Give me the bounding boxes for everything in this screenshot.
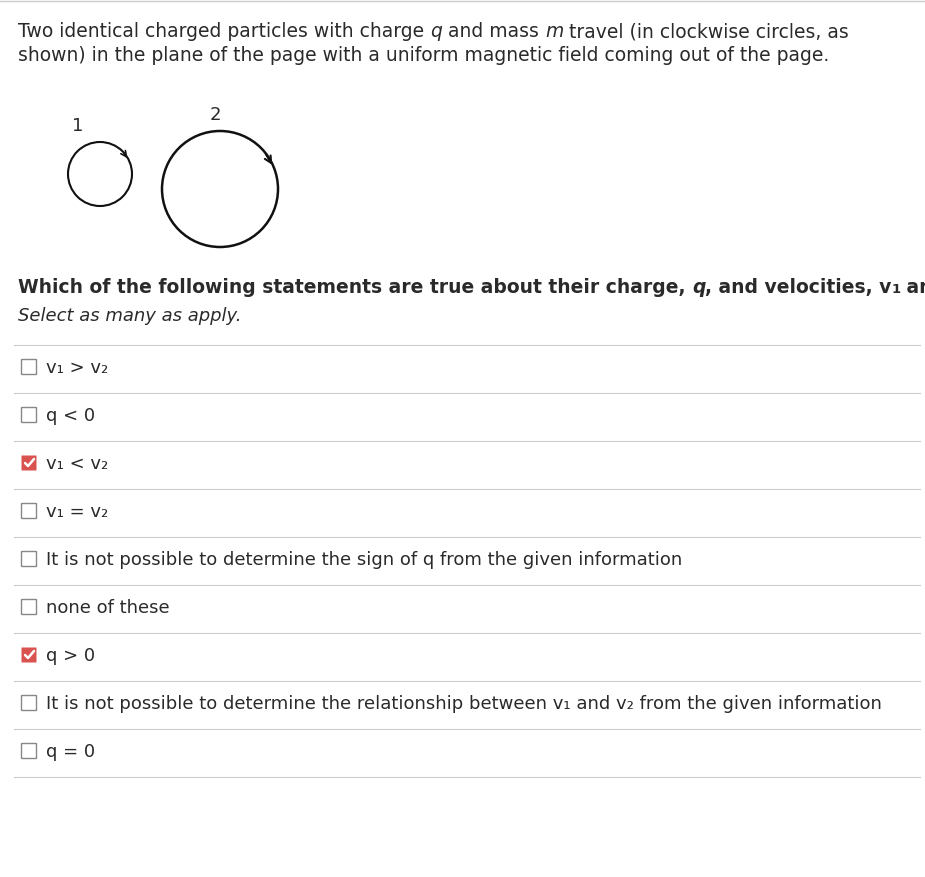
Text: travel (in clockwise circles, as: travel (in clockwise circles, as: [563, 22, 849, 41]
Text: q > 0: q > 0: [46, 646, 95, 664]
FancyBboxPatch shape: [21, 360, 36, 375]
Text: 1: 1: [72, 117, 83, 135]
Text: Two identical charged particles with charge: Two identical charged particles with cha…: [18, 22, 430, 41]
Text: q < 0: q < 0: [46, 407, 95, 424]
FancyBboxPatch shape: [21, 744, 36, 759]
Text: It is not possible to determine the sign of q from the given information: It is not possible to determine the sign…: [46, 551, 683, 568]
Text: q: q: [692, 278, 706, 296]
Text: none of these: none of these: [46, 598, 169, 617]
Text: v₁ > v₂: v₁ > v₂: [46, 359, 108, 376]
FancyBboxPatch shape: [21, 695, 36, 710]
Text: It is not possible to determine the relationship between v₁ and v₂ from the give: It is not possible to determine the rela…: [46, 695, 882, 712]
Text: 2: 2: [210, 106, 221, 124]
Text: 1: 1: [892, 282, 901, 296]
Text: , and velocities, v: , and velocities, v: [706, 278, 892, 296]
Text: q: q: [430, 22, 442, 41]
FancyBboxPatch shape: [21, 552, 36, 567]
Text: Select as many as apply.: Select as many as apply.: [18, 307, 241, 324]
FancyBboxPatch shape: [21, 648, 36, 663]
Text: m: m: [545, 22, 563, 41]
Text: and v: and v: [900, 278, 925, 296]
Text: v₁ < v₂: v₁ < v₂: [46, 454, 108, 473]
Text: v₁ = v₂: v₁ = v₂: [46, 503, 108, 520]
FancyBboxPatch shape: [21, 504, 36, 519]
FancyBboxPatch shape: [21, 456, 36, 471]
Text: and mass: and mass: [442, 22, 545, 41]
Text: q = 0: q = 0: [46, 742, 95, 760]
Text: shown) in the plane of the page with a uniform magnetic field coming out of the : shown) in the plane of the page with a u…: [18, 46, 829, 65]
FancyBboxPatch shape: [21, 600, 36, 615]
Text: Which of the following statements are true about their charge,: Which of the following statements are tr…: [18, 278, 692, 296]
FancyBboxPatch shape: [21, 408, 36, 423]
